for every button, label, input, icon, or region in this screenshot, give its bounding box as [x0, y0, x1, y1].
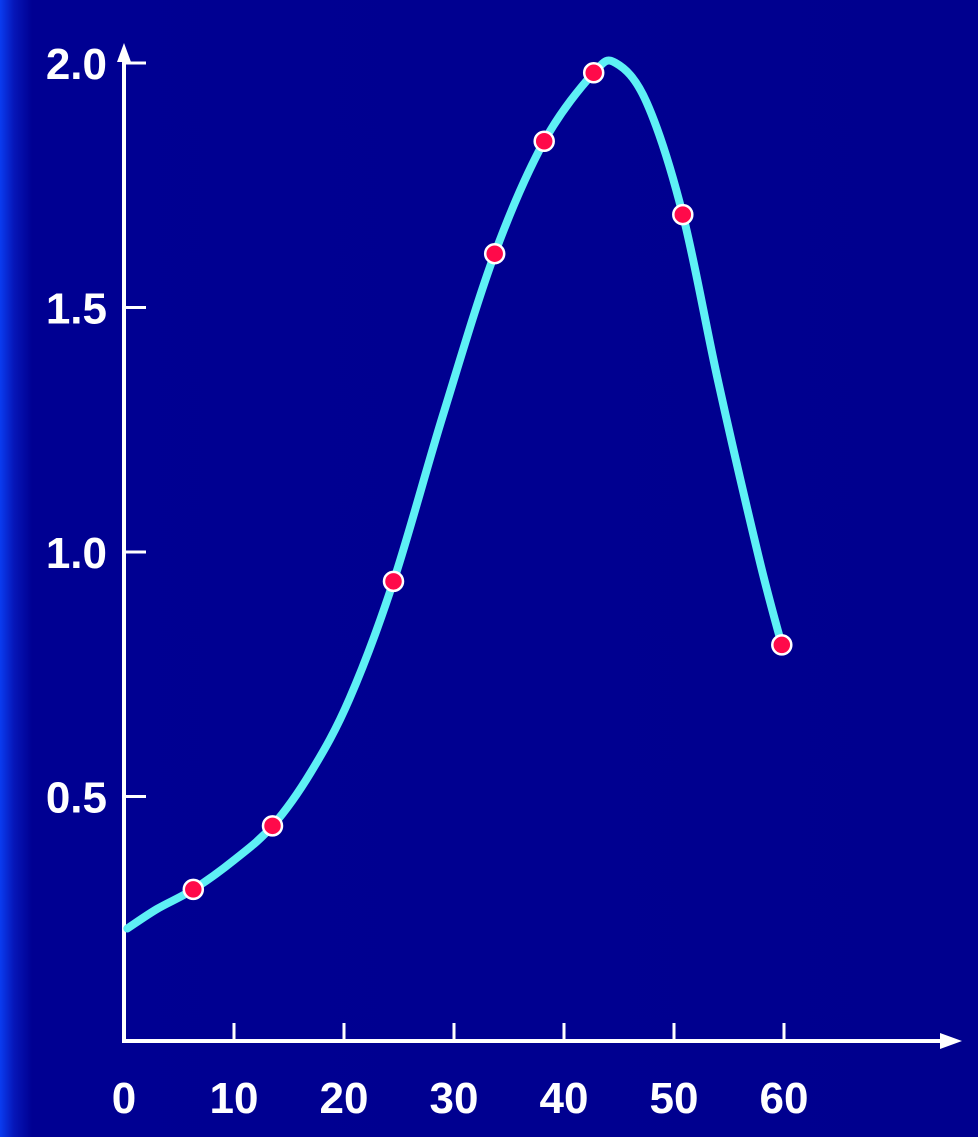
data-point — [533, 130, 555, 152]
series-line — [123, 56, 786, 933]
data-point — [771, 634, 793, 656]
data-point — [261, 815, 284, 837]
x-tick-label: 0 — [112, 1074, 136, 1123]
axes — [117, 43, 962, 1049]
y-axis-arrowhead — [117, 43, 131, 62]
data-point — [582, 62, 605, 84]
y-tick-label: 1.5 — [46, 285, 107, 334]
data-point — [483, 242, 506, 265]
x-tick-label: 50 — [650, 1074, 699, 1123]
series — [123, 56, 793, 933]
x-ticks: 0 10 20 30 40 50 60 — [112, 1023, 809, 1123]
y-ticks: 0.5 1.0 1.5 2.0 — [46, 40, 146, 823]
data-point — [672, 203, 694, 226]
y-tick-label: 2.0 — [46, 40, 107, 89]
x-axis-arrowhead — [940, 1033, 962, 1049]
y-tick-label: 1.0 — [46, 529, 107, 578]
x-tick-label: 40 — [540, 1074, 589, 1123]
data-point — [382, 570, 405, 593]
y-tick-label: 0.5 — [46, 774, 107, 823]
x-tick-label: 30 — [430, 1074, 479, 1123]
x-tick-label: 60 — [760, 1074, 809, 1123]
x-tick-label: 10 — [210, 1074, 259, 1123]
data-point — [182, 878, 205, 901]
x-tick-label: 20 — [320, 1074, 369, 1123]
